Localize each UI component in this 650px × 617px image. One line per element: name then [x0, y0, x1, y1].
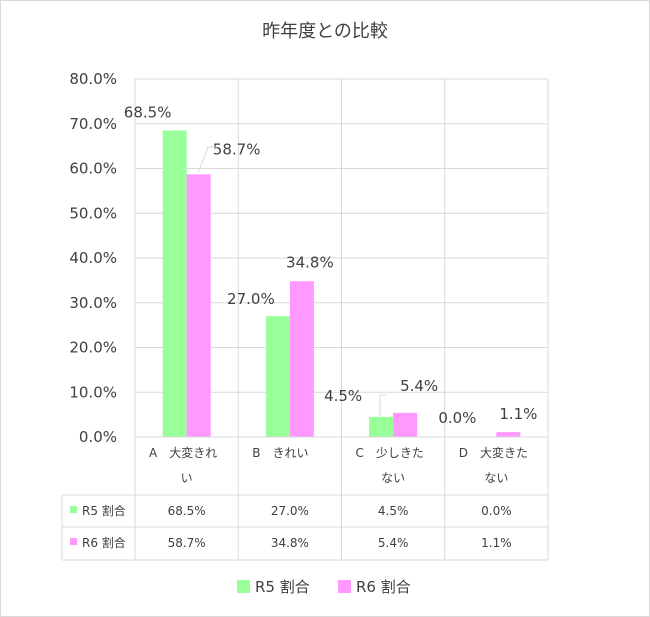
table-cell: 1.1% — [481, 536, 512, 550]
table-cell: 0.0% — [481, 504, 512, 518]
legend-swatch — [338, 580, 351, 593]
bar — [265, 316, 290, 437]
bars — [162, 130, 521, 437]
bar — [186, 174, 211, 437]
y-tick-label: 60.0% — [69, 160, 117, 178]
bar — [393, 412, 418, 437]
data-label: 1.1% — [499, 405, 537, 423]
legend: R5 割合 R6 割合 — [237, 578, 411, 596]
table-legend-key — [70, 538, 77, 545]
category-label: ない — [381, 471, 405, 485]
table-cell: 5.4% — [378, 536, 409, 550]
y-axis-ticks: 0.0% 10.0% 20.0% 30.0% 40.0% 50.0% 60.0% 70.0% 8… — [69, 70, 117, 446]
legend-label: R6 割合 — [356, 578, 411, 596]
table-series-name: R6 割合 — [82, 535, 126, 550]
table-series-name: R5 割合 — [82, 503, 126, 518]
leader-line — [379, 394, 386, 417]
y-tick-label: 10.0% — [69, 383, 117, 401]
data-label: 0.0% — [438, 409, 476, 427]
bar — [289, 281, 314, 437]
bar — [496, 432, 521, 437]
data-labels: 68.5% 27.0% 4.5% 0.0% 58.7% 34.8% 5.4% 1.1% — [124, 103, 538, 427]
category-label: B きれい — [252, 446, 308, 460]
y-tick-label: 70.0% — [69, 115, 117, 133]
data-label: 58.7% — [213, 140, 261, 158]
table-cell: 68.5% — [168, 504, 206, 518]
chart-title: 昨年度との比較 — [262, 21, 388, 42]
data-label: 5.4% — [400, 377, 438, 395]
data-label: 4.5% — [324, 387, 362, 405]
table-cell: 58.7% — [168, 536, 206, 550]
category-label: ない — [484, 471, 508, 485]
category-label: C 少しきた — [356, 446, 424, 460]
data-label: 68.5% — [124, 103, 172, 121]
table-cell: 27.0% — [271, 504, 309, 518]
category-label: A 大変きれ — [149, 445, 217, 460]
legend-label: R5 割合 — [255, 578, 310, 596]
data-label: 27.0% — [227, 290, 275, 308]
y-tick-label: 0.0% — [79, 428, 117, 446]
table-cell: 4.5% — [378, 504, 409, 518]
y-tick-label: 80.0% — [69, 70, 117, 88]
y-tick-label: 40.0% — [69, 249, 117, 267]
table-cell: 34.8% — [271, 536, 309, 550]
leader-line — [197, 146, 218, 174]
y-tick-label: 30.0% — [69, 294, 117, 312]
table-legend-key — [70, 506, 77, 513]
legend-swatch — [237, 580, 250, 593]
y-tick-label: 20.0% — [69, 339, 117, 357]
category-label: い — [181, 471, 193, 485]
category-label: D 大変きた — [459, 445, 528, 460]
bar — [369, 416, 394, 437]
y-tick-label: 50.0% — [69, 204, 117, 222]
data-label: 34.8% — [286, 253, 334, 271]
bar — [162, 130, 187, 437]
